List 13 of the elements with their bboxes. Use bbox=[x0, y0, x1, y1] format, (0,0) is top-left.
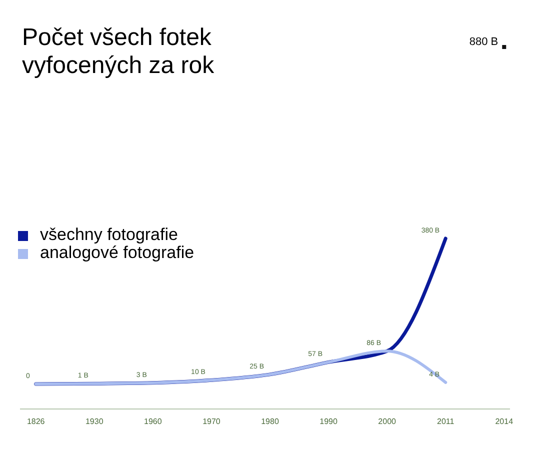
x-tick-label: 2011 bbox=[437, 417, 455, 426]
x-tick-label: 1980 bbox=[261, 417, 280, 426]
x-tick-label: 1970 bbox=[202, 417, 221, 426]
legend-label: všechny fotografie bbox=[40, 225, 178, 244]
x-tick-label: 1930 bbox=[85, 417, 104, 426]
data-label: 880 B bbox=[469, 36, 498, 48]
x-tick-label: 1826 bbox=[26, 417, 46, 426]
x-tick-label: 2014 bbox=[495, 417, 514, 426]
chart-title: Počet všech fotek vyfocených za rok bbox=[22, 24, 216, 79]
x-tick-label: 2000 bbox=[378, 417, 397, 426]
x-tick-label: 1990 bbox=[320, 417, 338, 426]
legend-label: analogové fotografie bbox=[40, 243, 194, 262]
x-tick-label: 1960 bbox=[144, 417, 162, 426]
